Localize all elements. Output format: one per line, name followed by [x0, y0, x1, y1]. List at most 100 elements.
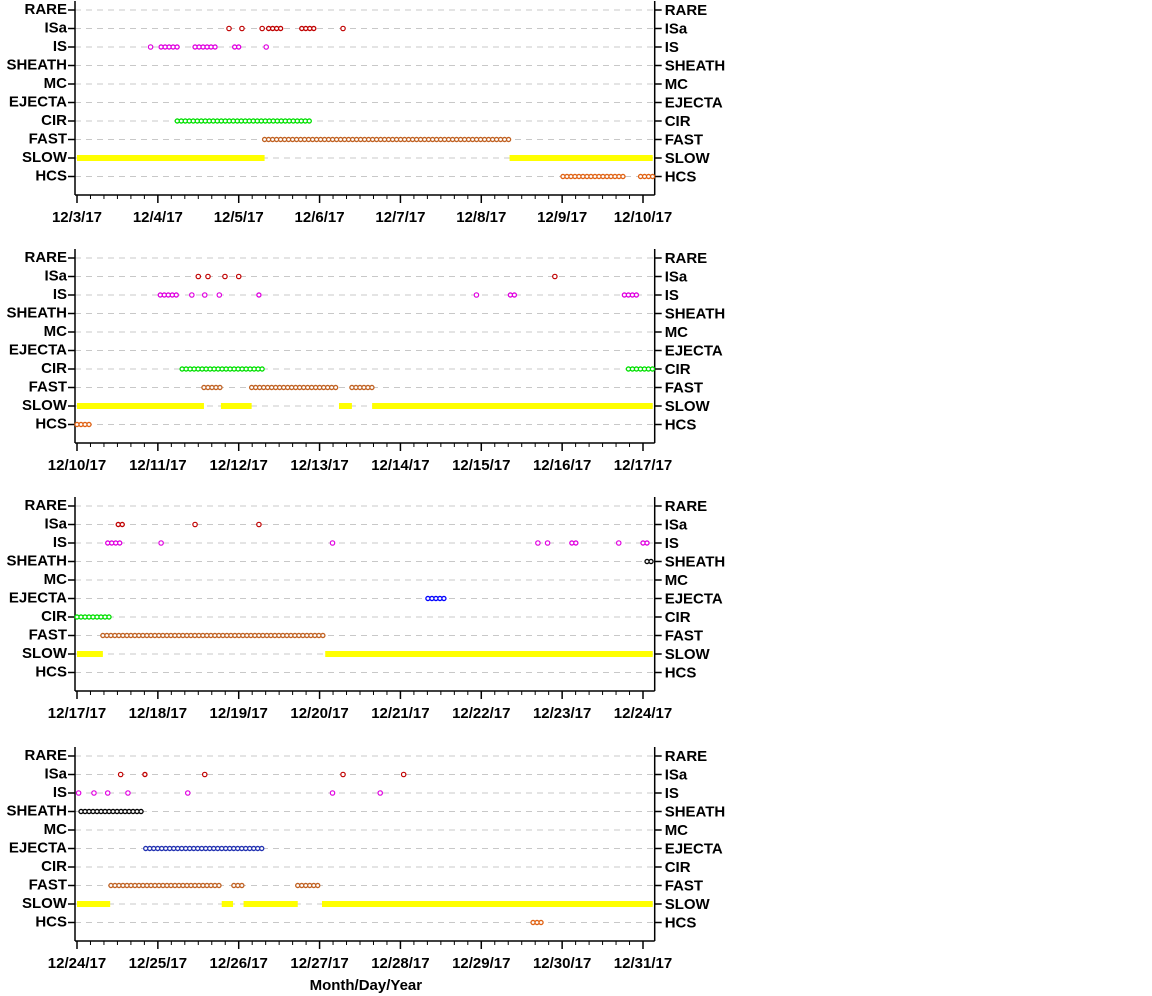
point — [184, 790, 191, 796]
y-tick-label: IS — [53, 534, 67, 551]
y-tick-label: SHEATH — [6, 56, 67, 73]
point — [104, 790, 111, 796]
x-tick-label: 12/22/17 — [452, 705, 510, 722]
x-tick-label: 12/30/17 — [533, 955, 591, 972]
y-tick-label: MC — [44, 571, 67, 588]
y-tick-label: IS — [53, 286, 67, 303]
point — [552, 273, 558, 280]
point — [544, 540, 551, 546]
point — [125, 790, 131, 796]
point — [189, 292, 195, 298]
y-tick-label: EJECTA — [9, 341, 67, 358]
x-tick-label: 12/20/17 — [290, 705, 348, 722]
y-tick-label: SLOW — [22, 149, 68, 166]
y2-tick-label: SHEATH — [665, 553, 726, 570]
x-tick-label: 12/14/17 — [371, 457, 429, 474]
y-tick-label: SHEATH — [6, 304, 67, 321]
x-tick-label: 12/27/17 — [290, 955, 348, 972]
y2-tick-label: EJECTA — [665, 342, 723, 359]
point — [377, 790, 384, 796]
y-tick-label: IS — [53, 784, 67, 801]
point — [195, 273, 202, 280]
y-tick-label: ISa — [44, 765, 67, 782]
x-tick-label: 12/9/17 — [537, 209, 587, 226]
y2-tick-label: FAST — [665, 627, 703, 644]
point — [158, 540, 164, 546]
y-tick-label: SLOW — [22, 397, 68, 414]
y2-tick-label: SLOW — [665, 896, 711, 913]
y2-tick-label: SHEATH — [665, 57, 726, 74]
point — [147, 44, 154, 50]
x-tick-label: 12/15/17 — [452, 457, 510, 474]
y2-tick-label: HCS — [665, 416, 697, 433]
y-tick-label: EJECTA — [9, 589, 67, 606]
y2-tick-label: MC — [665, 76, 688, 93]
point — [340, 771, 346, 778]
y-tick-label: RARE — [24, 249, 67, 266]
y2-tick-label: IS — [665, 287, 679, 304]
y-tick-label: HCS — [35, 663, 67, 680]
y2-tick-label: SHEATH — [665, 305, 726, 322]
point — [615, 540, 622, 546]
point — [400, 771, 407, 778]
point — [117, 771, 124, 778]
y-tick-label: SLOW — [22, 645, 68, 662]
point — [473, 292, 480, 298]
y2-tick-label: IS — [665, 535, 679, 552]
x-tick-label: 12/25/17 — [129, 955, 187, 972]
y2-tick-label: RARE — [665, 2, 708, 19]
x-tick-label: 12/16/17 — [533, 457, 591, 474]
y2-tick-label: HCS — [665, 914, 697, 931]
x-tick-label: 12/8/17 — [456, 209, 506, 226]
y-tick-label: CIR — [41, 112, 67, 129]
point — [192, 521, 198, 528]
y2-tick-label: FAST — [665, 379, 703, 396]
point — [329, 790, 336, 796]
y-tick-label: EJECTA — [9, 839, 67, 856]
y-tick-label: MC — [44, 75, 67, 92]
y-tick-label: FAST — [29, 130, 67, 147]
y2-tick-label: ISa — [665, 766, 688, 783]
x-tick-label: 12/23/17 — [533, 705, 591, 722]
y-tick-label: EJECTA — [9, 93, 67, 110]
x-tick-label: 12/11/17 — [129, 457, 187, 474]
x-tick-label: 12/21/17 — [371, 705, 429, 722]
x-tick-label: 12/18/17 — [129, 705, 187, 722]
y2-tick-label: RARE — [665, 250, 708, 267]
y-tick-label: FAST — [29, 626, 67, 643]
point — [226, 25, 232, 32]
y2-tick-label: EJECTA — [665, 840, 723, 857]
y-tick-label: CIR — [41, 858, 67, 875]
point — [222, 273, 228, 280]
y2-tick-label: SLOW — [665, 398, 711, 415]
x-tick-label: 12/13/17 — [290, 457, 348, 474]
x-tick-label: 12/12/17 — [210, 457, 268, 474]
y2-tick-label: SHEATH — [665, 803, 726, 820]
y2-tick-label: CIR — [665, 113, 691, 130]
y-tick-label: ISa — [44, 19, 67, 36]
y2-tick-label: RARE — [665, 498, 708, 515]
y2-tick-label: IS — [665, 39, 679, 56]
y-tick-label: SLOW — [22, 895, 68, 912]
y2-tick-label: RARE — [665, 748, 708, 765]
y2-tick-label: ISa — [665, 268, 688, 285]
point — [256, 521, 262, 528]
point — [216, 292, 223, 298]
y-tick-label: HCS — [35, 415, 67, 432]
y2-tick-label: MC — [665, 324, 688, 341]
x-axis-label: Month/Day/Year — [310, 977, 423, 994]
x-tick-label: 12/29/17 — [452, 955, 510, 972]
point — [259, 25, 265, 32]
point — [329, 540, 336, 546]
x-tick-label: 12/24/17 — [614, 705, 672, 722]
y-tick-label: CIR — [41, 360, 67, 377]
y-tick-label: IS — [53, 38, 67, 55]
y-tick-label: HCS — [35, 167, 67, 184]
y-tick-label: SHEATH — [6, 552, 67, 569]
x-tick-label: 12/28/17 — [371, 955, 429, 972]
